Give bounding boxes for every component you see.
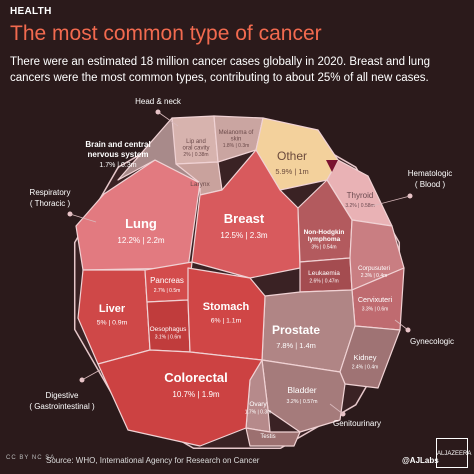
callout-brain-2: nervous system [88, 150, 149, 159]
callout-respiratory-2: ( Thoracic ) [30, 199, 71, 208]
label-prostate: Prostate 7.8% | 1.4m [272, 323, 320, 350]
label-lung: Lung 12.2% | 2.2m [117, 216, 165, 245]
leader-line [81, 369, 101, 381]
label-colorectal: Colorectal 10.7% | 1.9m [164, 370, 228, 399]
label-cervixuteri: Cervixuteri 3.3% | 0.6m [358, 295, 393, 312]
license-badge: CC BY NC SA [6, 455, 56, 461]
label-other: Other 5.9% | 1m [275, 149, 308, 176]
cell-stomach [187, 267, 266, 361]
callout-hematologic-2: ( Blood ) [415, 180, 446, 189]
chart-subtitle: There were an estimated 18 million cance… [10, 56, 430, 84]
label-corpusuteri: Corpusuteri 2.3% | 0.4m [358, 265, 390, 279]
label-melanoma-of-skin: Melanoma of skin 1.8% | 0.3m [219, 130, 254, 149]
callout-hematologic: Hematologic [408, 169, 452, 178]
label-leukaemia: Leukaemia 2.6% | 0.47m [308, 270, 340, 284]
label-testis: Testis [260, 434, 275, 440]
label-bladder: Bladder 3.2% | 0.57m [287, 385, 319, 405]
label-breast: Breast 12.5% | 2.3m [220, 211, 268, 240]
section-label: HEALTH [10, 6, 52, 17]
callout-digestive: Digestive [46, 391, 79, 400]
cell-testis [245, 427, 301, 447]
leader-line [394, 319, 409, 331]
aljazeera-logo: ALJAZEERA [436, 438, 471, 468]
chart-title: The most common type of cancer [10, 22, 322, 45]
leader-line [371, 195, 411, 207]
label-oesophagus: Oesophagus 3.1% | 0.6m [150, 326, 188, 340]
callout-digestive-2: ( Gastrointestinal ) [29, 402, 95, 411]
cell-colorectal [97, 349, 263, 447]
callout-genitourinary: Genitourinary [333, 419, 381, 428]
label-lip-and-oral-cavity: Lip and oral cavity 2% | 0.38m [182, 139, 209, 158]
leader-line [157, 111, 179, 127]
label-thyroid: Thyroid 3.2% | 0.58m [345, 191, 374, 209]
label-non-hodgkin-lymphoma: Non-Hodgkin lymphoma 3% | 0.54m [304, 229, 345, 250]
label-liver: Liver 5% | 0.9m [97, 303, 128, 327]
cell-marker [326, 160, 338, 172]
label-larynx: Larynx [190, 181, 210, 188]
callout-head-neck: Head & neck [135, 97, 182, 106]
callout-respiratory: Respiratory [30, 188, 71, 197]
leader-line [69, 213, 97, 223]
callout-brain-value: 1.7% | 0.3m [99, 162, 136, 169]
callout-brain: Brain and central [85, 140, 150, 149]
source-note: Source: WHO, International Agency for Re… [46, 456, 260, 465]
label-kidney: Kidney 2.4% | 0.4m [352, 353, 379, 371]
callout-gynecologic: Gynecologic [410, 337, 454, 346]
brand-handle: @AJLabs [402, 456, 439, 465]
label-stomach: Stomach 6% | 1.1m [203, 301, 250, 325]
cell-lung [75, 159, 201, 271]
label-pancreas: Pancreas 2.7% | 0.5m [150, 276, 184, 294]
leader-line [329, 403, 344, 415]
label-ovary: Ovary 1.7% | 0.3m [245, 401, 272, 415]
